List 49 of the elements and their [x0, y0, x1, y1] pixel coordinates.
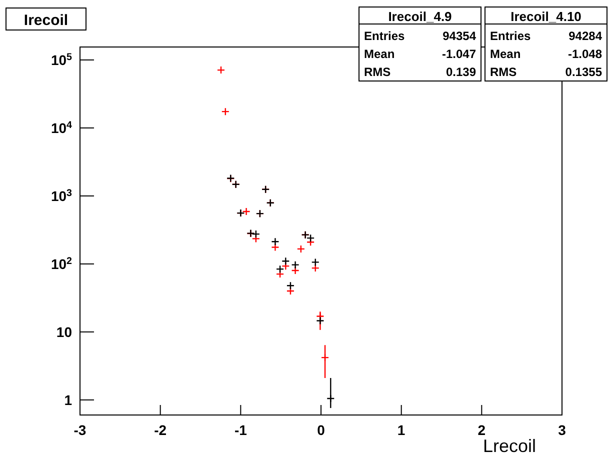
text: Entries [490, 29, 532, 43]
point [311, 264, 320, 272]
point [282, 262, 290, 270]
y-tick-label: 10$^{5}$ [50, 51, 73, 68]
point [320, 353, 330, 362]
point [216, 66, 226, 74]
point [276, 264, 284, 274]
point [276, 270, 284, 278]
y-tick-label: 10$^{3}$ [50, 187, 73, 204]
x-tick-label: 0 [317, 422, 326, 438]
point [291, 266, 300, 275]
x-tick-label: 3 [558, 422, 566, 438]
annotation: -1.047 [442, 47, 476, 61]
point [282, 257, 290, 266]
annotation: Mean [364, 47, 395, 61]
y-tick-label: 1 [64, 392, 72, 408]
point [326, 394, 335, 403]
point [221, 107, 230, 116]
point [252, 230, 260, 238]
y-tick-label: 10$^{4}$ [50, 119, 73, 136]
annotation: RMS [490, 65, 517, 79]
text: Entries [364, 29, 406, 43]
x-tick-label: 2 [478, 422, 486, 438]
text: -1.048 [568, 47, 602, 61]
point [286, 286, 295, 296]
point [316, 316, 324, 325]
x-tick-label: -2 [154, 422, 167, 438]
point [311, 258, 320, 266]
x-axis-title: Lrecoil [482, 436, 536, 456]
text: 0.1355 [565, 65, 602, 79]
y-tick-label: 10$^{2}$ [50, 255, 73, 272]
annotation: RMS [364, 65, 391, 79]
text: Irecoil_4.10 [510, 9, 582, 24]
point [291, 260, 300, 269]
text: 94354 [442, 29, 476, 43]
annotation: Mean [490, 47, 521, 61]
point [286, 282, 295, 290]
point [242, 207, 250, 216]
annotation: 0.139 [446, 65, 476, 79]
y-tick-label: 10 [56, 324, 72, 340]
text: Irecoil_4.9 [388, 9, 452, 24]
x-tick-label: 1 [397, 422, 406, 438]
x-tick-label: -3 [74, 422, 86, 438]
text: 94284 [568, 29, 602, 43]
chart-title: Irecoil [24, 12, 68, 29]
point [271, 238, 280, 246]
x-tick-label: -1 [234, 422, 248, 438]
point [296, 244, 306, 254]
point [271, 243, 280, 252]
